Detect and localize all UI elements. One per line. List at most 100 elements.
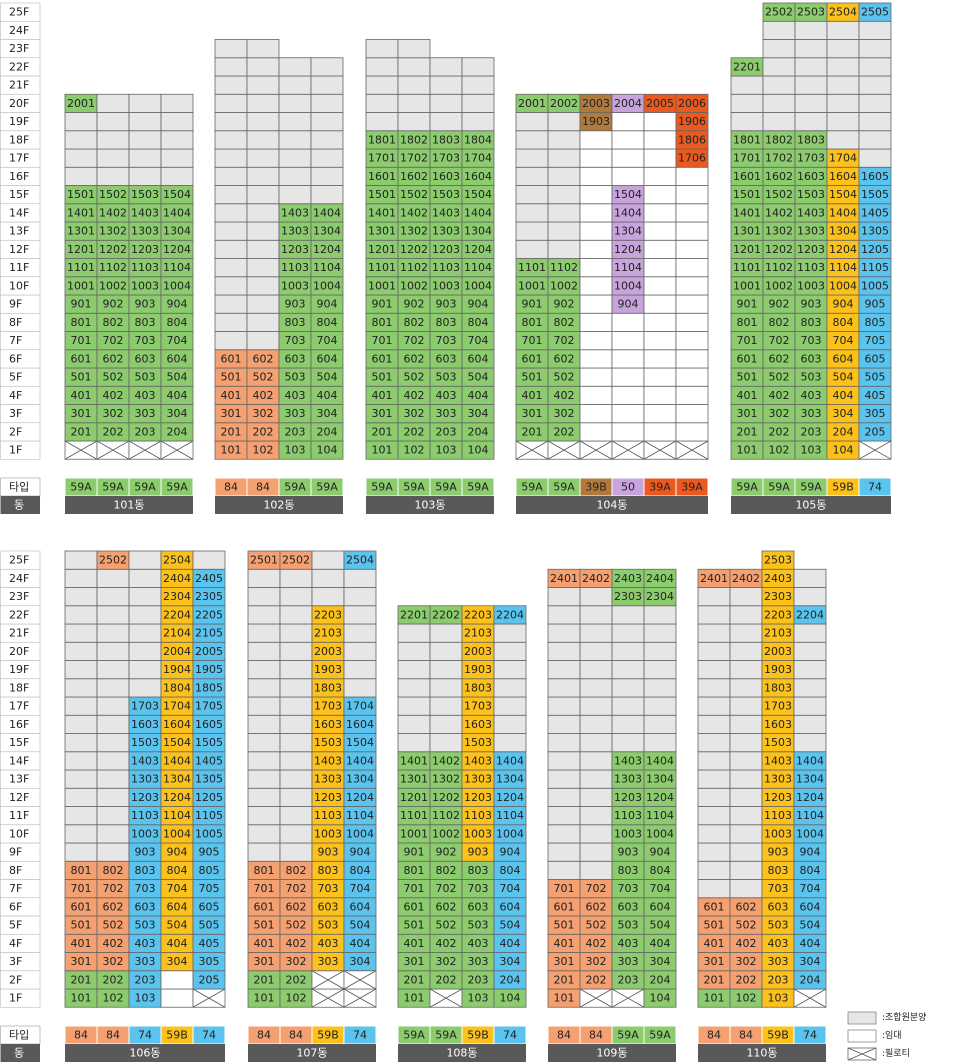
unit-cell (64, 166, 98, 186)
unit-label: 603 (318, 900, 339, 913)
unit-cell (611, 148, 645, 168)
unit-label: 402 (286, 937, 307, 950)
unit-label: 603 (436, 352, 457, 365)
unit-cell (515, 221, 549, 241)
building-bar (731, 496, 891, 514)
unit-label: 302 (404, 407, 425, 420)
type-label: 59B (832, 481, 854, 494)
unit-cell (643, 714, 677, 734)
unit-label: 601 (554, 900, 575, 913)
unit-label: 801 (254, 864, 275, 877)
unit-label: 104 (650, 992, 671, 1005)
unit-label: 1004 (829, 279, 857, 292)
unit-label: 404 (833, 389, 854, 402)
unit-cell (96, 148, 130, 168)
unit-cell (214, 239, 248, 259)
unit-cell (643, 660, 677, 680)
unit-label: 1303 (131, 773, 159, 786)
unit-cell (826, 39, 860, 59)
unit-label: 101 (737, 444, 758, 457)
unit-cell (579, 258, 613, 278)
unit-label: 803 (135, 864, 156, 877)
unit-label: 104 (833, 444, 854, 457)
type-label: 59A (617, 1029, 639, 1042)
unit-label: 801 (737, 316, 758, 329)
unit-cell (697, 623, 731, 643)
unit-cell (579, 824, 613, 844)
unit-label: 502 (404, 371, 425, 384)
unit-label: 903 (135, 846, 156, 859)
unit-label: 1503 (464, 736, 492, 749)
unit-label: 204 (468, 425, 489, 438)
unit-label: 803 (468, 864, 489, 877)
floor-label: 15F (9, 188, 29, 201)
unit-label: 901 (522, 298, 543, 311)
unit-label: 2202 (432, 608, 460, 621)
unit-cell (794, 93, 828, 113)
unit-cell (64, 714, 98, 734)
unit-cell (461, 112, 495, 132)
unit-label: 204 (167, 425, 188, 438)
unit-label: 1203 (614, 791, 642, 804)
unit-cell (214, 57, 248, 77)
unit-cell (729, 842, 763, 862)
unit-label: 603 (768, 900, 789, 913)
unit-label: 703 (135, 882, 156, 895)
unit-label: 203 (801, 425, 822, 438)
unit-label: 602 (586, 900, 607, 913)
unit-label: 1002 (765, 279, 793, 292)
unit-label: 803 (801, 316, 822, 329)
unit-label: 1504 (346, 736, 374, 749)
unit-label: 1201 (67, 243, 95, 256)
unit-label: 1705 (195, 700, 223, 713)
unit-label: 1001 (518, 279, 546, 292)
unit-label: 1404 (646, 754, 674, 767)
unit-label: 2303 (614, 590, 642, 603)
unit-cell (64, 623, 98, 643)
unit-cell (675, 367, 709, 387)
unit-cell (343, 660, 377, 680)
unit-label: 1003 (797, 279, 825, 292)
unit-cell (643, 605, 677, 625)
unit-cell (128, 587, 162, 607)
unit-label: 2205 (195, 608, 223, 621)
unit-label: 503 (285, 371, 306, 384)
unit-cell (729, 860, 763, 880)
unit-label: 604 (468, 352, 489, 365)
unit-label: 703 (768, 882, 789, 895)
unit-label: 102 (404, 444, 425, 457)
unit-cell (96, 842, 130, 862)
unit-label: 1103 (464, 809, 492, 822)
unit-label: 1304 (496, 773, 524, 786)
unit-label: 2501 (250, 554, 278, 567)
unit-label: 702 (103, 334, 124, 347)
unit-label: 302 (586, 955, 607, 968)
floor-label: 2F (9, 425, 22, 438)
unit-cell (643, 331, 677, 351)
unit-cell (493, 733, 527, 753)
unit-cell (128, 605, 162, 625)
pilotis-cell-line (96, 440, 130, 460)
unit-label: 903 (436, 298, 457, 311)
unit-cell (579, 641, 613, 661)
unit-label: 403 (618, 937, 639, 950)
unit-label: 303 (618, 955, 639, 968)
unit-label: 1802 (400, 133, 428, 146)
floor-label: 10F (9, 827, 29, 840)
unit-label: 401 (71, 389, 92, 402)
floor-label: 13F (9, 225, 29, 238)
unit-label: 802 (404, 316, 425, 329)
floor-cell (0, 2, 41, 22)
unit-label: 701 (404, 882, 425, 895)
unit-label: 905 (865, 298, 886, 311)
unit-label: 202 (253, 425, 274, 438)
unit-label: 301 (737, 407, 758, 420)
legend-label: :필로티 (882, 1047, 910, 1059)
unit-label: 1303 (764, 773, 792, 786)
pilotis-cell-line (429, 988, 463, 1008)
unit-label: 1004 (464, 279, 492, 292)
unit-cell (343, 678, 377, 698)
unit-cell (515, 166, 549, 186)
unit-label: 702 (586, 882, 607, 895)
unit-cell (697, 769, 731, 789)
